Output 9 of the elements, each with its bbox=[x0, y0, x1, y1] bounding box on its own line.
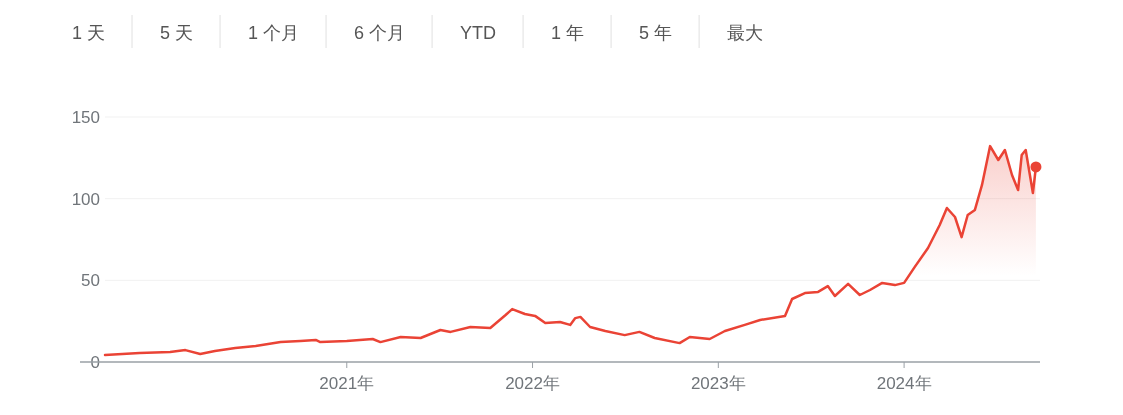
y-tick-label: 50 bbox=[81, 271, 100, 291]
tabs: 1 天 5 天 1 个月 6 个月 YTD 1 年 5 年 最大 bbox=[72, 14, 764, 49]
x-tick-label: 2022年 bbox=[505, 374, 560, 393]
x-tick-label: 2024年 bbox=[876, 374, 932, 393]
x-tick-label: 2023年 bbox=[690, 374, 746, 393]
x-tick-label: 2021年 bbox=[319, 374, 375, 393]
y-tick-label: 150 bbox=[71, 108, 100, 127]
y-tick-label: 0 bbox=[90, 353, 100, 372]
y-tick-label: 100 bbox=[71, 189, 100, 209]
